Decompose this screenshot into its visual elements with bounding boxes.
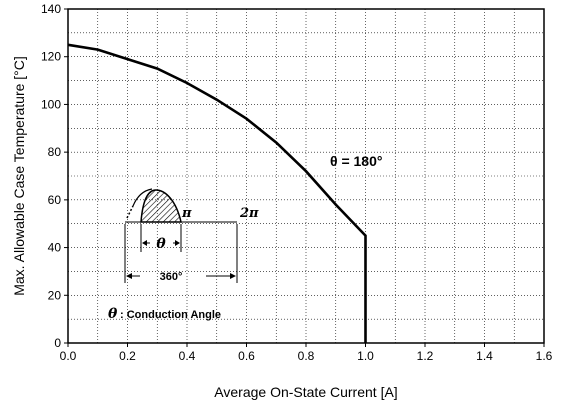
x-tick-label: 1.4 [476, 349, 493, 363]
two-pi-label: 2π [239, 206, 259, 221]
series-line-theta-180 [67, 43, 367, 343]
grid-lines [68, 9, 544, 343]
theta-label: θ [156, 236, 166, 252]
x-tick-label: 0.4 [179, 349, 196, 363]
x-tick-label: 0.6 [238, 349, 255, 363]
x-tick-label: 0.8 [298, 349, 315, 363]
x-tick-labels: 0.0 0.2 0.4 0.6 0.8 1.0 1.2 1.4 1.6 [60, 343, 553, 363]
y-axis-label: Max. Allowable Case Temperature [°C] [11, 56, 27, 296]
x-tick-label: 1.0 [357, 349, 374, 363]
x-tick-label: 1.2 [417, 349, 434, 363]
conduction-hatched-area [140, 189, 182, 223]
y-tick-label: 80 [48, 145, 62, 159]
y-tick-label: 120 [41, 50, 61, 64]
x-tick-label: 0.2 [119, 349, 136, 363]
y-tick-label: 140 [41, 2, 61, 16]
y-tick-label: 40 [48, 241, 62, 255]
pi-label: π [181, 206, 192, 221]
y-tick-labels: 0 20 40 60 80 100 120 140 [41, 2, 68, 350]
y-tick-label: 0 [54, 336, 61, 350]
curve-label: θ = 180° [330, 153, 382, 169]
legend-conduction-angle: : Conduction Angle [120, 309, 221, 321]
x-tick-label: 1.6 [536, 349, 553, 363]
y-tick-label: 20 [48, 288, 62, 302]
period-label: 360° [160, 271, 183, 283]
y-tick-label: 60 [48, 193, 62, 207]
waveform-inset: π 2π θ 360° θ : Conduction Angle [108, 188, 259, 322]
x-axis-label: Average On-State Current [A] [214, 384, 397, 400]
x-tick-label: 0.0 [60, 349, 77, 363]
y-tick-label: 100 [41, 97, 61, 111]
legend-theta: θ [108, 306, 118, 322]
